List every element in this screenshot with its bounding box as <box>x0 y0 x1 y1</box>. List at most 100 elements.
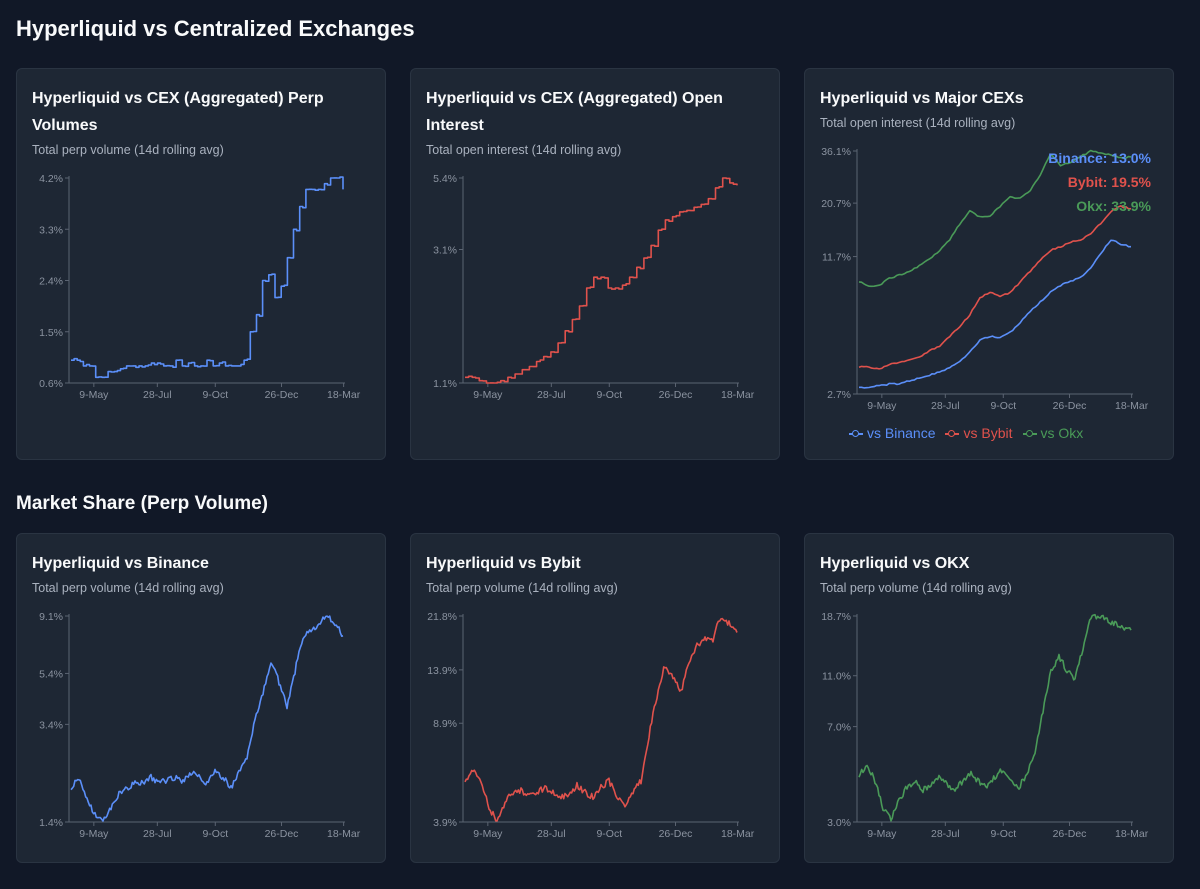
series-line-red <box>858 205 1132 370</box>
annotation-label: Bybit: 19.5% <box>1068 174 1152 190</box>
y-tick-label: 36.1% <box>821 146 851 158</box>
series-line-green <box>858 613 1132 822</box>
x-tick-label: 9-May <box>867 400 897 412</box>
card-title: Hyperliquid vs Binance <box>32 555 209 572</box>
card-subtitle: Total perp volume (14d rolling avg) <box>32 581 224 595</box>
series-line-red <box>465 177 738 384</box>
x-tick-label: 9-Oct <box>990 828 1016 840</box>
card-major-cexs: Hyperliquid vs Major CEXs Total open int… <box>804 68 1174 460</box>
x-tick-label: 9-May <box>473 828 503 840</box>
x-tick-label: 18-Mar <box>1115 828 1149 840</box>
y-tick-label: 11.0% <box>822 671 851 683</box>
y-tick-label: 3.4% <box>39 719 63 731</box>
section-title-exchanges: Hyperliquid vs Centralized Exchanges <box>16 16 415 41</box>
card-subtitle: Total perp volume (14d rolling avg) <box>32 143 224 157</box>
x-tick-label: 26-Dec <box>265 389 299 401</box>
y-tick-label: 4.2% <box>39 173 63 185</box>
card-cex-open-interest: Hyperliquid vs CEX (Aggregated) Open Int… <box>410 68 780 460</box>
series-line-blue <box>859 239 1131 389</box>
x-tick-label: 9-May <box>473 389 503 401</box>
y-tick-label: 1.1% <box>433 378 457 390</box>
y-tick-label: 21.8% <box>427 611 457 623</box>
card-title: Hyperliquid vs CEX (Aggregated) Open Int… <box>426 90 723 134</box>
section-title-market-share: Market Share (Perp Volume) <box>16 493 269 514</box>
y-tick-label: 18.7% <box>821 611 851 623</box>
y-tick-label: 2.7% <box>827 389 851 401</box>
y-tick-label: 1.5% <box>39 327 63 339</box>
chart-vs-okx: 3.0% 7.0% 11.0% 18.7% 9-May 28-Jul 9-Oct 26-Dec… <box>821 611 1149 840</box>
legend-label: vs Okx <box>1040 425 1084 441</box>
card-subtitle: Total open interest (14d rolling avg) <box>426 143 622 157</box>
chart-vs-bybit: 3.9% 8.9% 13.9% 21.8% 9-May 28-Jul 9-Oct 26-Dec… <box>427 611 755 840</box>
y-tick-label: 5.4% <box>39 668 63 680</box>
y-tick-label: 8.9% <box>433 718 457 730</box>
annotation-label: Binance: 13.0% <box>1048 150 1151 166</box>
y-tick-label: 2.4% <box>39 276 63 288</box>
legend-label: vs Bybit <box>963 425 1013 441</box>
card-title: Hyperliquid vs Bybit <box>426 555 581 572</box>
x-tick-label: 18-Mar <box>327 828 361 840</box>
chart-legend: vs Binance vs Bybit vs Okx <box>849 425 1083 441</box>
legend-item-okx[interactable]: vs Okx <box>1022 425 1084 441</box>
card-title: Hyperliquid vs Major CEXs <box>820 90 1024 107</box>
x-tick-label: 18-Mar <box>327 389 361 401</box>
y-tick-label: 11.7% <box>822 252 851 264</box>
x-tick-label: 28-Jul <box>143 828 172 840</box>
x-tick-label: 9-Oct <box>596 389 622 401</box>
x-tick-label: 28-Jul <box>931 828 960 840</box>
y-tick-label: 1.4% <box>39 817 63 829</box>
annotation-label: Okx: 33.9% <box>1076 198 1151 214</box>
x-tick-label: 26-Dec <box>659 828 693 840</box>
card-subtitle: Total perp volume (14d rolling avg) <box>426 581 618 595</box>
x-tick-label: 18-Mar <box>721 389 755 401</box>
y-tick-label: 7.0% <box>827 722 851 734</box>
x-tick-label: 26-Dec <box>1053 828 1087 840</box>
card-cex-perp-volumes: Hyperliquid vs CEX (Aggregated) Perp Vol… <box>16 68 386 460</box>
card-title: Hyperliquid vs CEX (Aggregated) Perp Vol… <box>32 90 324 134</box>
series-line-blue <box>71 176 344 379</box>
y-tick-label: 5.4% <box>433 173 457 185</box>
card-subtitle: Total open interest (14d rolling avg) <box>820 116 1016 130</box>
x-tick-label: 26-Dec <box>265 828 299 840</box>
y-tick-label: 20.7% <box>821 198 851 210</box>
x-tick-label: 26-Dec <box>659 389 693 401</box>
card-title: Hyperliquid vs OKX <box>820 555 970 572</box>
y-tick-label: 3.9% <box>433 817 457 829</box>
line-marker-icon <box>945 428 960 438</box>
series-line-green <box>858 149 1132 288</box>
x-tick-label: 9-Oct <box>990 400 1016 412</box>
chart-cex-perp-volumes: 0.6% 1.5% 2.4% 3.3% 4.2% 9-May 28-Jul 9-Oct 26-D… <box>39 173 361 401</box>
x-tick-label: 9-May <box>867 828 897 840</box>
x-tick-label: 9-May <box>79 828 109 840</box>
x-tick-label: 18-Mar <box>1115 400 1149 412</box>
x-tick-label: 9-Oct <box>202 828 228 840</box>
y-tick-label: 3.1% <box>433 245 457 257</box>
x-tick-label: 26-Dec <box>1053 400 1087 412</box>
card-vs-bybit: Hyperliquid vs Bybit Total perp volume (… <box>410 533 780 863</box>
x-tick-label: 28-Jul <box>143 389 172 401</box>
y-tick-label: 0.6% <box>39 378 63 390</box>
x-tick-label: 9-May <box>79 389 109 401</box>
series-line-blue <box>70 615 344 822</box>
line-marker-icon <box>849 428 863 438</box>
legend-item-binance[interactable]: vs Binance <box>849 425 935 441</box>
x-tick-label: 9-Oct <box>596 828 622 840</box>
x-tick-label: 28-Jul <box>931 400 960 412</box>
chart-vs-binance: 1.4% 3.4% 5.4% 9.1% 9-May 28-Jul 9-Oct 26-Dec 18… <box>39 611 361 840</box>
y-tick-label: 3.3% <box>39 224 63 236</box>
chart-major-cexs: 2.7% 11.7% 20.7% 36.1% 9-May 28-Jul 9-Oct 26-De… <box>821 146 1152 412</box>
legend-item-bybit[interactable]: vs Bybit <box>945 425 1013 441</box>
legend-label: vs Binance <box>867 425 936 441</box>
x-tick-label: 28-Jul <box>537 828 566 840</box>
y-tick-label: 9.1% <box>39 611 63 623</box>
y-tick-label: 13.9% <box>427 665 457 677</box>
card-vs-binance: Hyperliquid vs Binance Total perp volume… <box>16 533 386 863</box>
x-tick-label: 18-Mar <box>721 828 755 840</box>
card-vs-okx: Hyperliquid vs OKX Total perp volume (14… <box>804 533 1174 863</box>
x-tick-label: 28-Jul <box>537 389 566 401</box>
x-tick-label: 9-Oct <box>202 389 228 401</box>
series-line-red <box>464 617 738 822</box>
line-marker-icon <box>1022 428 1037 438</box>
y-tick-label: 3.0% <box>827 817 851 829</box>
chart-cex-open-interest: 1.1% 3.1% 5.4% 9-May 28-Jul 9-Oct 26-Dec 18-Mar <box>433 173 755 401</box>
